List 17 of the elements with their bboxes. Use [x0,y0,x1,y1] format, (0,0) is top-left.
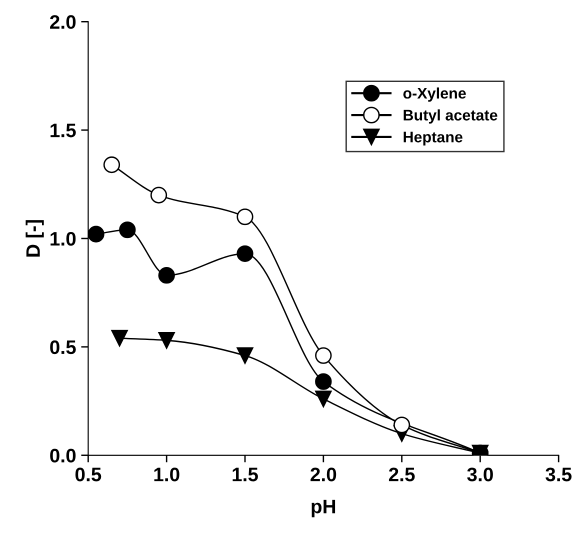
x-tick-label: 0.5 [75,468,102,482]
x-tick-label: 2.0 [310,468,336,482]
y-tick-label: 0.5 [50,340,76,354]
legend-label: Heptane [404,132,462,146]
y-tick-label: 2.0 [50,15,76,29]
y-axis-title: D [-] [26,220,44,257]
y-tick-label: 0.0 [50,448,76,463]
x-tick-label: 2.5 [388,468,415,482]
x-axis-title: pH [312,500,336,518]
x-tick-label: 3.5 [546,468,572,482]
legend-label: o-Xylene [403,87,466,102]
y-tick-label: 1.5 [50,124,76,138]
x-tick-label: 1.5 [232,468,258,482]
x-tick-label: 1.0 [154,468,180,482]
legend-label: Butyl acetate [404,109,498,124]
x-tick-label: 3.0 [467,468,493,482]
y-tick-label: 1.0 [50,232,76,246]
